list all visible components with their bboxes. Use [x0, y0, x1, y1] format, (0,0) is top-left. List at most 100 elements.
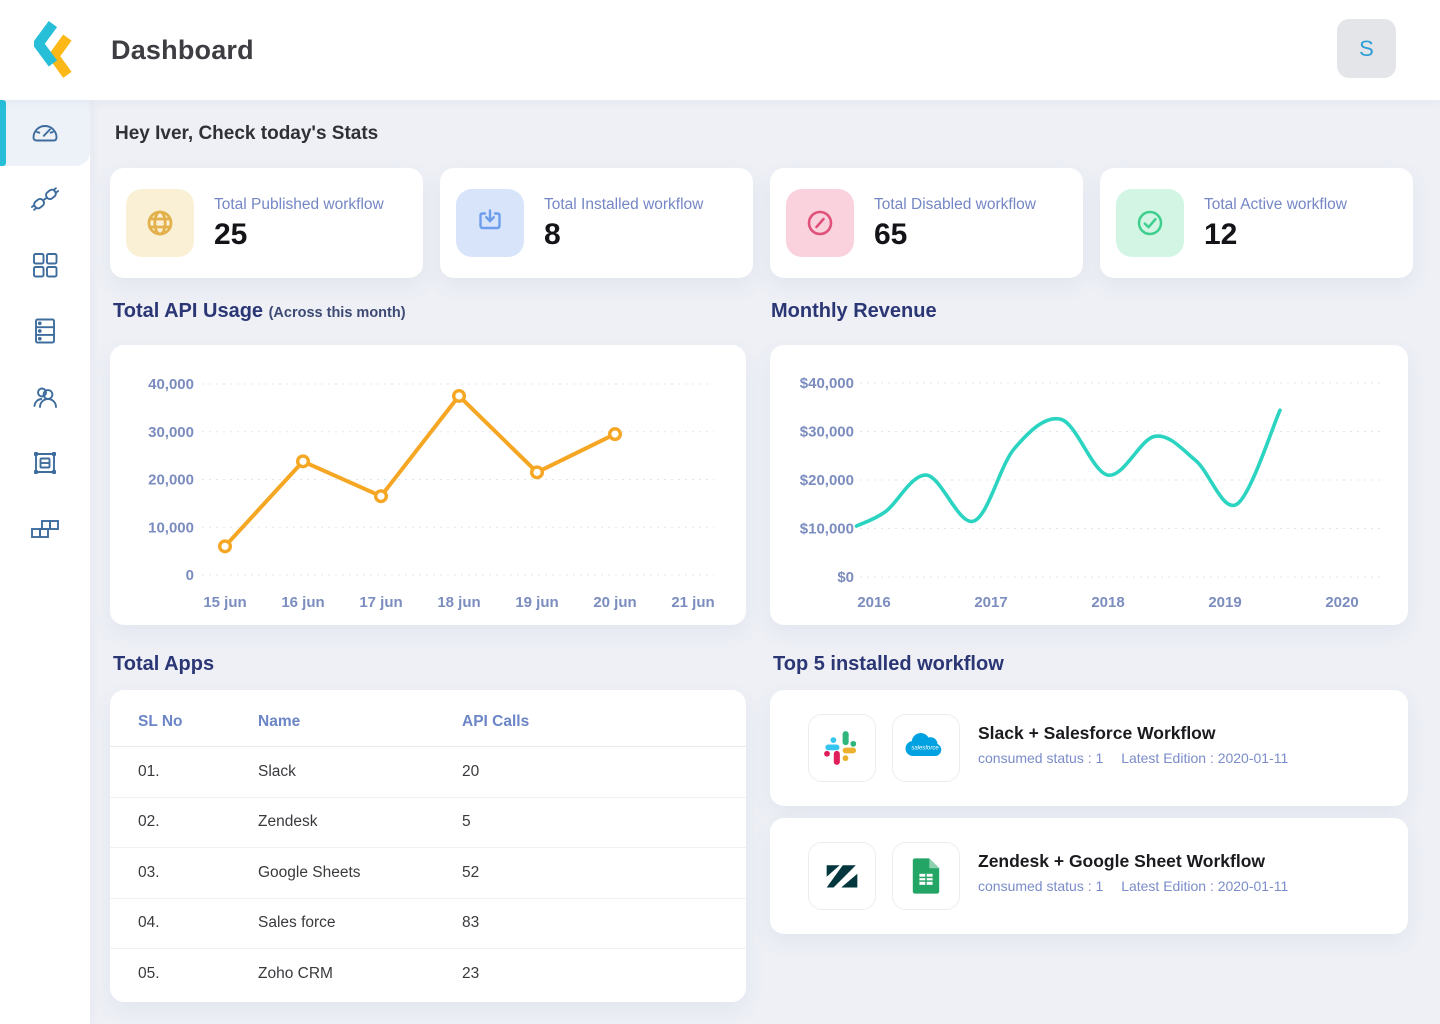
- axis-label: 16 jun: [281, 594, 324, 611]
- table-cell: 02.: [138, 813, 160, 831]
- axis-label: $30,000: [800, 424, 854, 441]
- data-point-marker: [295, 454, 310, 469]
- grid-icon: [29, 249, 61, 281]
- package-icon: [29, 447, 61, 479]
- greeting-text: Hey Iver, Check today's Stats: [115, 123, 379, 144]
- sidebar-item-apps[interactable]: [0, 232, 90, 298]
- workflow-title: Zendesk + Google Sheet Workflow: [978, 851, 1266, 871]
- download-icon: [456, 189, 524, 257]
- table-cell: Sales force: [258, 914, 336, 932]
- api-usage-title: Total API Usage (Across this month): [113, 300, 406, 322]
- top-workflows-title: Top 5 installed workflow: [773, 653, 1004, 675]
- zendesk-icon: [808, 842, 876, 910]
- table-cell: 03.: [138, 863, 160, 881]
- api-usage-chart-card: 0 10,000 20,000 30,000 40,000 15 jun 16 jun 17 …: [110, 345, 746, 625]
- globe-icon: [126, 189, 194, 257]
- api-usage-subtitle: (Across this month): [268, 305, 406, 321]
- table-cell: 23: [462, 965, 480, 983]
- avatar-initial: S: [1359, 35, 1374, 61]
- table-column-header: API Calls: [462, 713, 530, 730]
- axis-label: 2020: [1325, 594, 1358, 611]
- workflow-consumed-status: consumed status : 1: [978, 878, 1104, 894]
- users-icon: [29, 381, 61, 413]
- sidebar-item-connections[interactable]: [0, 166, 90, 232]
- table-row: 02. Zendesk 5: [110, 798, 746, 848]
- axis-label: $0: [837, 569, 854, 586]
- api-usage-chart: 0 10,000 20,000 30,000 40,000 15 jun 16 jun 17 …: [148, 376, 715, 611]
- data-point-marker: [217, 539, 232, 554]
- slack-icon: [808, 714, 876, 782]
- table-cell: Zendesk: [258, 813, 318, 831]
- avatar[interactable]: S: [1337, 19, 1396, 78]
- stat-label: Total Published workflow: [214, 196, 384, 213]
- workflow-meta: consumed status : 1 Latest Edition : 202…: [978, 750, 1302, 766]
- apps-table-header: SL No Name API Calls: [110, 690, 746, 747]
- server-icon: [29, 315, 61, 347]
- sidebar-item-dashboard[interactable]: [0, 100, 90, 166]
- table-cell: 04.: [138, 914, 160, 932]
- apps-table-card: SL No Name API Calls 01. Slack 20 02. Zendesk 5…: [110, 690, 746, 1002]
- workflow-title: Slack + Salesforce Workflow: [978, 723, 1216, 743]
- monthly-revenue-chart: $0 $10,000 $20,000 $30,000 $40,000 2016 2017 20…: [800, 375, 1382, 611]
- plug-icon: [29, 183, 61, 215]
- stat-card-published: Total Published workflow 25: [110, 168, 423, 278]
- data-point-marker: [374, 489, 389, 504]
- sidebar-item-storage[interactable]: [0, 298, 90, 364]
- axis-label: $10,000: [800, 521, 854, 538]
- table-column-header: SL No: [138, 713, 183, 730]
- workflow-card-slack-salesforce[interactable]: salesforce Slack + Salesforce Workflow c…: [770, 690, 1408, 806]
- axis-label: 18 jun: [437, 594, 480, 611]
- workflow-card-zendesk-sheets[interactable]: Zendesk + Google Sheet Workflow consumed…: [770, 818, 1408, 934]
- stat-card-active: Total Active workflow 12: [1100, 168, 1413, 278]
- svg-text:salesforce: salesforce: [911, 746, 939, 752]
- monthly_revenue-line: [854, 408, 1282, 528]
- sidebar-item-tables[interactable]: [0, 496, 90, 562]
- table-column-header: Name: [258, 713, 301, 730]
- workflow-consumed-status: consumed status : 1: [978, 750, 1104, 766]
- table-cell: 20: [462, 762, 480, 780]
- sidebar: [0, 100, 90, 1024]
- stat-value: 8: [544, 218, 561, 251]
- axis-label: 2016: [857, 594, 890, 611]
- table-cell: 01.: [138, 762, 160, 780]
- apps-table-body: 01. Slack 20 02. Zendesk 5 03. Google Sheets 52 0…: [110, 747, 746, 1000]
- data-point-marker: [530, 465, 545, 480]
- api_usage-line: [223, 393, 617, 549]
- stat-label: Total Disabled workflow: [874, 196, 1036, 213]
- app-logo-icon[interactable]: [34, 21, 78, 79]
- table-cell: Slack: [258, 762, 296, 780]
- stat-label: Total Active workflow: [1204, 196, 1347, 213]
- workflow-meta: consumed status : 1 Latest Edition : 202…: [978, 878, 1302, 894]
- axis-label: 10,000: [148, 519, 194, 536]
- table-row: 03. Google Sheets 52: [110, 848, 746, 899]
- sidebar-item-users[interactable]: [0, 364, 90, 430]
- monthly-revenue-title: Monthly Revenue: [771, 300, 937, 322]
- monthly-revenue-chart-card: $0 $10,000 $20,000 $30,000 $40,000 2016 2017 20…: [770, 345, 1408, 625]
- table-row: 05. Zoho CRM 23: [110, 949, 746, 1000]
- total-apps-title: Total Apps: [113, 653, 215, 675]
- table-row: 04. Sales force 83: [110, 899, 746, 949]
- stat-card-disabled: Total Disabled workflow 65: [770, 168, 1083, 278]
- axis-label: 20 jun: [593, 594, 636, 611]
- workflow-latest-edition: Latest Edition : 2020-01-11: [1121, 750, 1289, 766]
- table-cell: 83: [462, 914, 480, 932]
- table-row: 01. Slack 20: [110, 747, 746, 798]
- axis-label: 15 jun: [203, 594, 246, 611]
- axis-label: 40,000: [148, 376, 194, 393]
- axis-label: $20,000: [800, 472, 854, 489]
- axis-label: 2017: [974, 594, 1007, 611]
- axis-label: 20,000: [148, 472, 194, 489]
- table-cells-icon: [29, 513, 61, 545]
- stat-label: Total Installed workflow: [544, 196, 704, 213]
- axis-label: 19 jun: [515, 594, 558, 611]
- stat-value: 12: [1204, 218, 1238, 251]
- speedometer-icon: [29, 117, 61, 149]
- data-point-marker: [608, 427, 623, 442]
- workflow-latest-edition: Latest Edition : 2020-01-11: [1121, 878, 1289, 894]
- sidebar-item-workflows[interactable]: [0, 430, 90, 496]
- table-cell: Google Sheets: [258, 863, 361, 881]
- axis-label: 0: [186, 567, 194, 584]
- axis-label: 2018: [1091, 594, 1124, 611]
- stat-card-installed: Total Installed workflow 8: [440, 168, 753, 278]
- table-cell: Zoho CRM: [258, 965, 333, 983]
